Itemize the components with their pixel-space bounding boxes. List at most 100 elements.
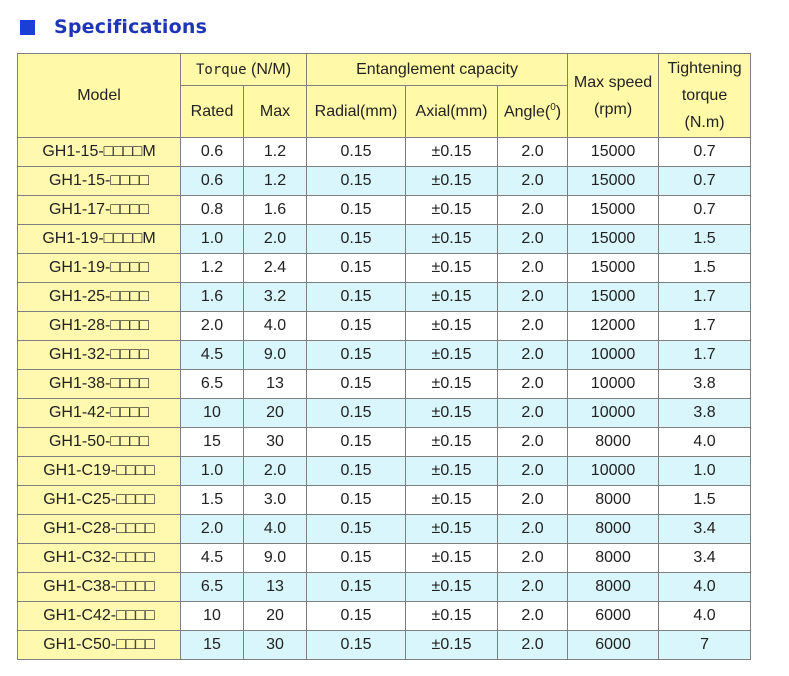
max-torque-cell: 1.2 xyxy=(242,166,308,196)
axial-cell: ±0.15 xyxy=(405,137,499,167)
radial-cell: 0.15 xyxy=(306,456,407,486)
tightening-torque-cell: 0.7 xyxy=(658,166,752,196)
header-max-speed-line2: (rpm) xyxy=(593,100,633,118)
tightening-torque-cell: 1.7 xyxy=(658,311,752,341)
max-speed-cell: 15000 xyxy=(567,282,660,312)
max-speed-cell: 15000 xyxy=(567,253,660,283)
rated-torque-cell: 2.0 xyxy=(180,311,244,341)
table-header: Model Torque (N/M) Entanglement capacity… xyxy=(17,53,752,138)
max-torque-cell: 20 xyxy=(242,601,308,631)
radial-cell: 0.15 xyxy=(306,572,407,602)
radial-cell: 0.15 xyxy=(306,340,407,370)
axial-cell: ±0.15 xyxy=(405,282,499,312)
axial-cell: ±0.15 xyxy=(405,572,499,602)
header-max: Max xyxy=(242,85,308,138)
angle-cell: 2.0 xyxy=(497,543,569,573)
max-speed-cell: 6000 xyxy=(567,630,660,660)
tightening-torque-cell: 3.4 xyxy=(658,514,752,544)
table-row: GH1-15-□□□□M 0.6 1.2 0.15 ±0.15 2.0 15000 0.7 xyxy=(17,137,752,167)
axial-cell: ±0.15 xyxy=(405,630,499,660)
radial-cell: 0.15 xyxy=(306,369,407,399)
tightening-torque-cell: 3.4 xyxy=(658,543,752,573)
header-angle-sup: 0 xyxy=(550,101,556,113)
axial-cell: ±0.15 xyxy=(405,195,499,225)
tightening-torque-cell: 1.7 xyxy=(658,340,752,370)
table-row: GH1-C42-□□□□ 10 20 0.15 ±0.15 2.0 6000 4.0 xyxy=(17,601,752,631)
table-row: GH1-C19-□□□□ 1.0 2.0 0.15 ±0.15 2.0 10000 1.0 xyxy=(17,456,752,486)
radial-cell: 0.15 xyxy=(306,398,407,428)
axial-cell: ±0.15 xyxy=(405,311,499,341)
header-angle-text: Angle( xyxy=(503,103,551,121)
max-speed-cell: 10000 xyxy=(567,398,660,428)
rated-torque-cell: 1.2 xyxy=(180,253,244,283)
radial-cell: 0.15 xyxy=(306,601,407,631)
tightening-torque-cell: 1.5 xyxy=(658,253,752,283)
rated-torque-cell: 10 xyxy=(180,601,244,631)
radial-cell: 0.15 xyxy=(306,485,407,515)
tightening-torque-cell: 4.0 xyxy=(658,572,752,602)
tightening-torque-cell: 4.0 xyxy=(658,601,752,631)
max-torque-cell: 30 xyxy=(242,427,308,457)
table-row: GH1-C25-□□□□ 1.5 3.0 0.15 ±0.15 2.0 8000 1.5 xyxy=(17,485,752,515)
angle-cell: 2.0 xyxy=(497,398,569,428)
max-torque-cell: 4.0 xyxy=(242,514,308,544)
angle-cell: 2.0 xyxy=(497,601,569,631)
header-tightening-line2: torque xyxy=(681,87,728,104)
max-speed-cell: 10000 xyxy=(567,369,660,399)
tightening-torque-cell: 7 xyxy=(658,630,752,660)
model-cell: GH1-38-□□□□ xyxy=(17,369,181,399)
model-cell: GH1-17-□□□□ xyxy=(17,195,181,225)
tightening-torque-cell: 1.0 xyxy=(658,456,752,486)
radial-cell: 0.15 xyxy=(306,195,407,225)
axial-cell: ±0.15 xyxy=(405,166,499,196)
table-row: GH1-C32-□□□□ 4.5 9.0 0.15 ±0.15 2.0 8000 3.4 xyxy=(17,543,752,573)
model-cell: GH1-C32-□□□□ xyxy=(17,543,181,573)
table-row: GH1-17-□□□□ 0.8 1.6 0.15 ±0.15 2.0 15000 0.7 xyxy=(17,195,752,225)
angle-cell: 2.0 xyxy=(497,369,569,399)
rated-torque-cell: 0.8 xyxy=(180,195,244,225)
tightening-torque-cell: 3.8 xyxy=(658,369,752,399)
tightening-torque-cell: 0.7 xyxy=(658,195,752,225)
radial-cell: 0.15 xyxy=(306,427,407,457)
header-axial: Axial(mm) xyxy=(405,85,499,138)
header-tightening-line1: Tightening xyxy=(667,60,742,77)
angle-cell: 2.0 xyxy=(497,630,569,660)
angle-cell: 2.0 xyxy=(497,137,569,167)
axial-cell: ±0.15 xyxy=(405,514,499,544)
axial-cell: ±0.15 xyxy=(405,369,499,399)
header-tightening-line3: (N.m) xyxy=(684,114,725,131)
header-max-speed: Max speed (rpm) xyxy=(567,53,660,138)
model-cell: GH1-32-□□□□ xyxy=(17,340,181,370)
radial-cell: 0.15 xyxy=(306,311,407,341)
max-speed-cell: 8000 xyxy=(567,514,660,544)
model-cell: GH1-C28-□□□□ xyxy=(17,514,181,544)
rated-torque-cell: 0.6 xyxy=(180,166,244,196)
max-speed-cell: 6000 xyxy=(567,601,660,631)
radial-cell: 0.15 xyxy=(306,514,407,544)
angle-cell: 2.0 xyxy=(497,514,569,544)
max-torque-cell: 3.0 xyxy=(242,485,308,515)
section-heading: Specifications xyxy=(20,14,207,40)
header-tightening-torque: Tightening torque (N.m) xyxy=(658,53,752,138)
specifications-table: Model Torque (N/M) Entanglement capacity… xyxy=(17,53,752,660)
axial-cell: ±0.15 xyxy=(405,485,499,515)
tightening-torque-cell: 1.7 xyxy=(658,282,752,312)
max-torque-cell: 13 xyxy=(242,369,308,399)
axial-cell: ±0.15 xyxy=(405,253,499,283)
model-cell: GH1-C50-□□□□ xyxy=(17,630,181,660)
angle-cell: 2.0 xyxy=(497,282,569,312)
axial-cell: ±0.15 xyxy=(405,601,499,631)
header-rated: Rated xyxy=(180,85,244,138)
header-angle: Angle(0) xyxy=(497,85,569,138)
rated-torque-cell: 1.5 xyxy=(180,485,244,515)
tightening-torque-cell: 1.5 xyxy=(658,485,752,515)
max-torque-cell: 30 xyxy=(242,630,308,660)
radial-cell: 0.15 xyxy=(306,137,407,167)
max-speed-cell: 15000 xyxy=(567,224,660,254)
axial-cell: ±0.15 xyxy=(405,224,499,254)
max-speed-cell: 15000 xyxy=(567,137,660,167)
radial-cell: 0.15 xyxy=(306,253,407,283)
max-torque-cell: 13 xyxy=(242,572,308,602)
table-row: GH1-32-□□□□ 4.5 9.0 0.15 ±0.15 2.0 10000 1.7 xyxy=(17,340,752,370)
table-row: GH1-19-□□□□M 1.0 2.0 0.15 ±0.15 2.0 15000 1.5 xyxy=(17,224,752,254)
